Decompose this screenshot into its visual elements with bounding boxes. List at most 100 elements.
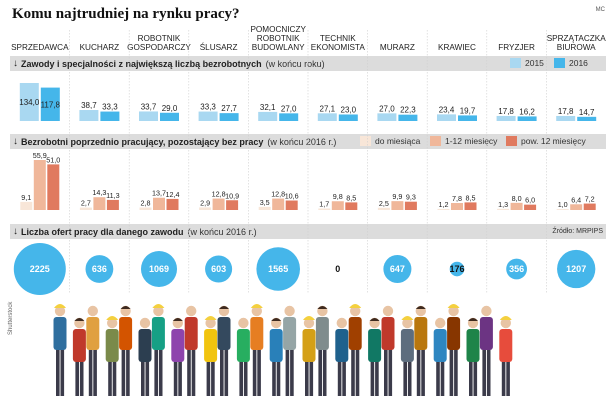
worker-head [448, 305, 459, 317]
bubble-value-label: 647 [390, 264, 405, 274]
worker-body [151, 317, 165, 350]
worker-leg [370, 360, 375, 396]
bar-value-label: 19,7 [460, 106, 476, 115]
worker-body [447, 317, 461, 350]
bar-value-label: 16,2 [519, 107, 535, 116]
profession-header: KUCHARZ [79, 43, 120, 52]
page-title: Komu najtrudniej na rynku pracy? [12, 6, 240, 22]
bar-value-label: 29,0 [162, 104, 178, 113]
worker-body [302, 329, 316, 362]
section-2-title: Bezrobotni poprzednio pracujący, pozosta… [21, 136, 264, 147]
worker-leg [191, 348, 196, 396]
worker-body [217, 317, 231, 350]
bar-do-miesiąca [79, 207, 92, 210]
worker-body [499, 329, 513, 362]
worker-leg [469, 360, 473, 396]
worker-leg [305, 360, 309, 396]
worker-leg [482, 348, 486, 396]
hard-hat-icon [349, 304, 362, 308]
hair-icon [369, 318, 380, 321]
hard-hat-icon [54, 304, 66, 308]
worker-body [184, 317, 198, 350]
bar-value-label: 13,7 [152, 189, 166, 198]
worker-leg [416, 348, 421, 396]
bar-pow.-12-miesięcy [166, 198, 179, 210]
worker-body [105, 329, 119, 362]
legend-swatch-icon [510, 58, 521, 68]
worker-body [381, 317, 395, 350]
worker-body [368, 329, 382, 362]
profession-header: POMOCNICZY ROBOTNIK BUDOWLANY [250, 25, 306, 52]
bar-value-label: 17,8 [558, 107, 574, 116]
bar-value-label: 22,3 [400, 106, 416, 115]
worker-body [283, 317, 297, 350]
worker-leg [375, 360, 379, 396]
worker-leg [403, 360, 407, 396]
worker-head [350, 305, 361, 317]
worker-body [479, 317, 493, 350]
bar-2015 [19, 83, 39, 121]
worker-head [107, 317, 118, 329]
worker-body [119, 317, 133, 350]
bar-value-label: 27,0 [281, 104, 297, 113]
bubble-value-label: 1069 [149, 264, 169, 274]
worker-leg [318, 348, 322, 396]
bar-do-miesiąca [556, 209, 569, 210]
worker-head [54, 305, 66, 317]
bar-pow.-12-miesięcy [226, 200, 239, 210]
bar-2015 [139, 111, 158, 121]
bubble-value-label: 1565 [268, 264, 288, 274]
legend-label: 1-12 miesięcy [445, 136, 498, 146]
section-3-title: Liczba ofert pracy dla danego zawodu [21, 226, 184, 237]
worker-leg [322, 348, 327, 396]
worker-leg [60, 348, 65, 396]
worker-head [435, 317, 446, 329]
bar-1-12-miesięcy [451, 203, 463, 210]
bar-value-label: 27,1 [320, 104, 336, 113]
bar-2015 [198, 111, 218, 121]
bubble-value-label: 176 [449, 264, 464, 274]
hair-icon [317, 306, 328, 309]
profession-header: ŚLUSARZ [199, 43, 238, 52]
bubble [13, 243, 66, 295]
arrow-down-icon: ↓ [13, 136, 18, 147]
bar-value-label: 2,5 [379, 199, 389, 208]
profession-header: KRAWIEC [438, 43, 476, 52]
hard-hat-icon [447, 304, 460, 308]
worker-head [238, 317, 249, 329]
profession-header: SPRZĄTACZKA BIUROWA [546, 34, 606, 52]
bar-value-label: 55,9 [33, 151, 47, 160]
bar-value-label: 11,3 [106, 191, 119, 200]
worker-leg [272, 360, 276, 396]
bar-pow.-12-miesięcy [106, 199, 119, 210]
bar-pow.-12-miesięcy [47, 164, 60, 210]
photo-credit: Shutterstock [8, 301, 14, 335]
bar-value-label: 10,9 [225, 191, 239, 200]
legend-2015: 2015 [510, 58, 544, 68]
bar-2016 [160, 112, 179, 121]
worker-leg [220, 348, 224, 396]
bar-2015 [556, 115, 576, 121]
bar-pow.-12-miesięcy [345, 202, 358, 210]
hair-icon [172, 318, 183, 321]
worker-head [303, 317, 315, 329]
worker-leg [337, 360, 342, 396]
legend-1-12: 1-12 miesięcy [430, 136, 497, 146]
worker-leg [79, 360, 84, 396]
hair-icon [271, 318, 282, 321]
hard-hat-icon [106, 316, 119, 320]
bar-2015 [79, 110, 99, 121]
bubble-value-label: 603 [211, 264, 226, 274]
hard-hat-icon [303, 316, 315, 320]
bar-value-label: 12,8 [271, 190, 285, 199]
worker-head [153, 305, 164, 317]
legend-label: pow. 12 miesięcy [521, 136, 586, 146]
bar-2016 [40, 87, 60, 121]
bar-value-label: 8,5 [346, 193, 356, 202]
bar-1-12-miesięcy [33, 160, 46, 210]
worker-leg [436, 360, 440, 396]
worker-leg [252, 348, 257, 396]
bubble-value-label: 0 [335, 264, 340, 274]
bar-2015 [496, 115, 516, 121]
